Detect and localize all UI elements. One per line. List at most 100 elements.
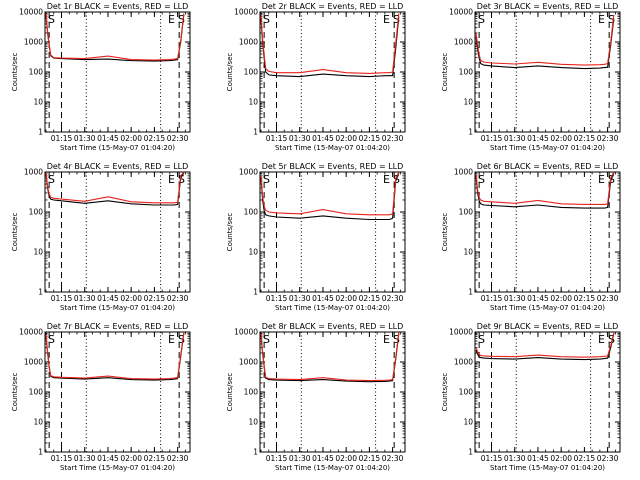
panel-det-3: Det 3r BLACK = Events, RED = LLD 1 10 100 10… bbox=[441, 2, 621, 152]
panel-title: Det 2r BLACK = Events, RED = LLD bbox=[262, 2, 404, 11]
x-tick-label: 01:45 bbox=[97, 294, 119, 303]
x-axis-label: Start Time (15-May-07 01:04:20) bbox=[60, 144, 175, 152]
y-tick-label: 1000 bbox=[24, 358, 43, 367]
series-events-line bbox=[475, 172, 615, 209]
panel-det-9: Det 9r BLACK = Events, RED = LLD 1 10 100 10… bbox=[441, 322, 621, 472]
sae-marker: S bbox=[393, 13, 400, 26]
sae-marker: E bbox=[598, 173, 605, 186]
y-tick-label: 100 bbox=[459, 68, 474, 77]
y-tick-label: 1 bbox=[253, 288, 258, 297]
x-axis-label: Start Time (15-May-07 01:04:20) bbox=[490, 304, 605, 312]
y-axis-label: Counts/sec bbox=[441, 53, 449, 92]
series-lld-line bbox=[475, 171, 615, 205]
x-tick-label: 02:00 bbox=[550, 294, 572, 303]
y-tick-label: 1000 bbox=[24, 38, 43, 47]
sae-marker: E bbox=[168, 173, 175, 186]
plot-frame bbox=[259, 171, 406, 293]
x-tick-label: 02:30 bbox=[382, 134, 404, 143]
series-events-line bbox=[45, 14, 185, 62]
x-tick-label: 02:30 bbox=[597, 134, 619, 143]
x-tick-label: 01:45 bbox=[527, 294, 549, 303]
y-tick-label: 100 bbox=[29, 68, 44, 77]
x-tick-label: 01:30 bbox=[74, 134, 96, 143]
series-lld-line bbox=[475, 332, 615, 358]
y-tick-label: 1 bbox=[468, 128, 473, 137]
plot-frame bbox=[44, 331, 191, 453]
series-lld-line bbox=[260, 13, 400, 74]
x-tick-label: 01:15 bbox=[51, 454, 73, 463]
x-tick-label: 02:30 bbox=[382, 294, 404, 303]
panel-det-2: Det 2r BLACK = Events, RED = LLD 1 10 100 10… bbox=[226, 2, 406, 152]
x-tick-label: 02:15 bbox=[574, 294, 596, 303]
series-lld-line bbox=[475, 14, 615, 66]
sae-marker: S bbox=[393, 333, 400, 346]
sae-marker: E bbox=[598, 13, 605, 26]
x-tick-label: 01:45 bbox=[312, 294, 334, 303]
series-lld-line bbox=[45, 13, 185, 61]
x-tick-label: 01:15 bbox=[481, 134, 503, 143]
panel-title: Det 7r BLACK = Events, RED = LLD bbox=[47, 322, 189, 331]
x-tick-label: 02:00 bbox=[550, 134, 572, 143]
panel-det-6: Det 6r BLACK = Events, RED = LLD 1 10 100 10… bbox=[441, 162, 621, 312]
x-axis-label: Start Time (15-May-07 01:04:20) bbox=[490, 144, 605, 152]
x-tick-label: 02:00 bbox=[335, 294, 357, 303]
x-tick-label: 02:00 bbox=[550, 454, 572, 463]
y-tick-label: 10000 bbox=[449, 8, 473, 17]
y-tick-label: 10000 bbox=[19, 8, 43, 17]
panel-det-7: Det 7r BLACK = Events, RED = LLD 1 10 100 10… bbox=[11, 322, 191, 472]
x-tick-label: 01:45 bbox=[312, 454, 334, 463]
sae-marker: S bbox=[478, 333, 485, 346]
y-tick-label: 100 bbox=[244, 388, 259, 397]
panel-det-1: Det 1r BLACK = Events, RED = LLD 1 10 100 10… bbox=[11, 2, 191, 152]
y-tick-label: 100 bbox=[29, 208, 44, 217]
y-tick-label: 1000 bbox=[239, 168, 258, 177]
y-tick-label: 1000 bbox=[454, 38, 473, 47]
plot-frame bbox=[259, 11, 406, 133]
x-axis-label: Start Time (15-May-07 01:04:20) bbox=[275, 144, 390, 152]
x-axis-label: Start Time (15-May-07 01:04:20) bbox=[490, 464, 605, 472]
y-tick-label: 100 bbox=[29, 388, 44, 397]
series-events-line bbox=[45, 172, 185, 206]
panel-title: Det 9r BLACK = Events, RED = LLD bbox=[477, 322, 619, 331]
sae-marker: S bbox=[263, 333, 270, 346]
x-tick-label: 02:00 bbox=[335, 454, 357, 463]
panel-title: Det 1r BLACK = Events, RED = LLD bbox=[47, 2, 189, 11]
y-axis-label: Counts/sec bbox=[226, 373, 234, 412]
y-tick-label: 100 bbox=[459, 388, 474, 397]
x-axis-label: Start Time (15-May-07 01:04:20) bbox=[275, 464, 390, 472]
y-tick-label: 10000 bbox=[19, 328, 43, 337]
x-tick-label: 02:30 bbox=[167, 134, 189, 143]
x-tick-label: 01:45 bbox=[97, 454, 119, 463]
y-tick-label: 1000 bbox=[454, 168, 473, 177]
y-tick-label: 10000 bbox=[234, 328, 258, 337]
panel-title: Det 6r BLACK = Events, RED = LLD bbox=[477, 162, 619, 171]
plot-frame bbox=[259, 331, 406, 453]
x-tick-label: 01:15 bbox=[51, 134, 73, 143]
x-tick-label: 02:15 bbox=[144, 454, 166, 463]
y-tick-label: 1000 bbox=[454, 358, 473, 367]
y-axis-label: Counts/sec bbox=[441, 213, 449, 252]
x-tick-label: 02:00 bbox=[120, 294, 142, 303]
x-tick-label: 01:15 bbox=[481, 294, 503, 303]
y-axis-label: Counts/sec bbox=[11, 373, 19, 412]
y-axis-label: Counts/sec bbox=[226, 53, 234, 92]
x-tick-label: 02:15 bbox=[574, 134, 596, 143]
sae-marker: E bbox=[168, 333, 175, 346]
y-tick-label: 100 bbox=[244, 208, 259, 217]
y-tick-label: 1 bbox=[38, 128, 43, 137]
y-tick-label: 10 bbox=[33, 418, 43, 427]
x-tick-label: 02:00 bbox=[335, 134, 357, 143]
sae-marker: S bbox=[263, 13, 270, 26]
x-tick-label: 01:15 bbox=[266, 454, 288, 463]
y-axis-label: Counts/sec bbox=[11, 213, 19, 252]
sae-marker: S bbox=[608, 333, 615, 346]
x-tick-label: 01:30 bbox=[289, 454, 311, 463]
x-tick-label: 02:15 bbox=[144, 294, 166, 303]
x-tick-label: 01:15 bbox=[481, 454, 503, 463]
x-tick-label: 02:30 bbox=[597, 454, 619, 463]
y-tick-label: 10 bbox=[463, 98, 473, 107]
x-axis-label: Start Time (15-May-07 01:04:20) bbox=[275, 304, 390, 312]
y-tick-label: 1000 bbox=[239, 38, 258, 47]
y-tick-label: 10 bbox=[463, 418, 473, 427]
